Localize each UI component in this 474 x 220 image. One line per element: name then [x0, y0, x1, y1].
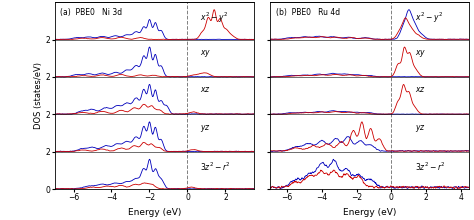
Text: $3z^2-r^2$: $3z^2-r^2$ — [415, 160, 446, 173]
Text: $x^2-y^2$: $x^2-y^2$ — [200, 11, 228, 25]
X-axis label: Energy (eV): Energy (eV) — [343, 208, 396, 217]
Y-axis label: DOS (states/eV): DOS (states/eV) — [34, 62, 43, 129]
Text: (a)  PBE0   Ni 3d: (a) PBE0 Ni 3d — [61, 8, 123, 17]
Text: $xy$: $xy$ — [415, 48, 427, 59]
Text: $xz$: $xz$ — [415, 85, 426, 94]
Text: $xy$: $xy$ — [200, 48, 211, 59]
X-axis label: Energy (eV): Energy (eV) — [128, 208, 181, 217]
Text: $yz$: $yz$ — [415, 123, 426, 134]
Text: $xz$: $xz$ — [200, 85, 211, 94]
Text: $x^2-y^2$: $x^2-y^2$ — [415, 11, 443, 25]
Text: (b)  PBE0   Ru 4d: (b) PBE0 Ru 4d — [276, 8, 340, 17]
Text: $3z^2-r^2$: $3z^2-r^2$ — [200, 160, 231, 173]
Text: $yz$: $yz$ — [200, 123, 211, 134]
